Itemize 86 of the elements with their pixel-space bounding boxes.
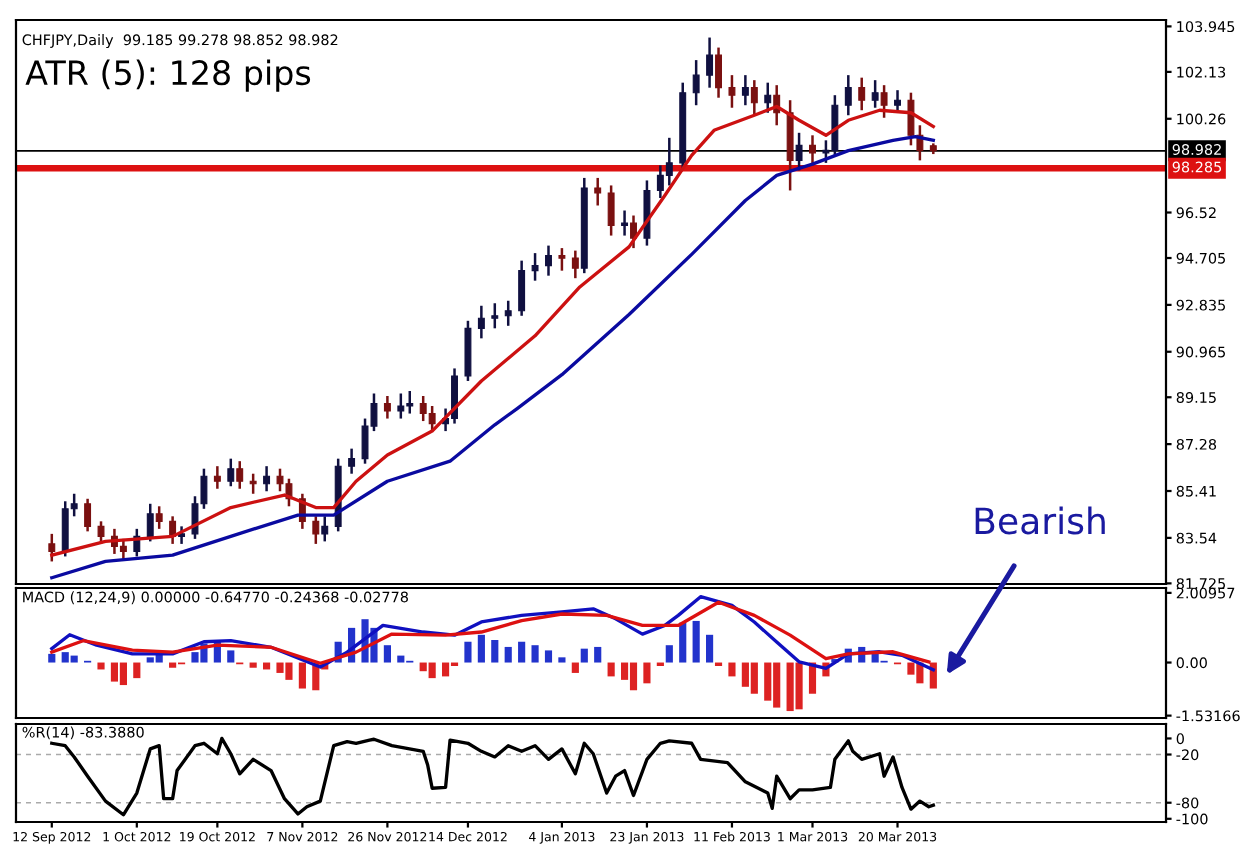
annotation: ATR (5): 128 pips — [25, 59, 311, 92]
bar — [491, 640, 499, 663]
bar — [679, 622, 687, 663]
bar — [580, 648, 588, 663]
candlestick — [518, 259, 526, 318]
candlestick — [491, 302, 499, 330]
candlestick — [397, 392, 405, 420]
bar — [227, 650, 235, 663]
bar — [477, 634, 485, 663]
candlestick — [571, 249, 579, 280]
candlestick — [715, 46, 722, 99]
bar — [558, 657, 566, 663]
candlestick — [477, 304, 485, 340]
bar — [607, 662, 615, 677]
candlestick — [97, 520, 105, 546]
bar — [518, 641, 526, 663]
candlestick — [594, 176, 602, 207]
candlestick — [741, 73, 749, 107]
bar — [383, 645, 391, 663]
bar — [629, 662, 638, 691]
bar — [764, 662, 772, 701]
bar — [48, 653, 56, 663]
bar — [706, 634, 714, 663]
bar — [692, 620, 700, 663]
candlestick — [236, 459, 244, 490]
bar — [907, 662, 915, 675]
candlestick — [146, 502, 154, 543]
bar — [728, 662, 736, 677]
candlestick — [321, 515, 329, 543]
candlestick — [348, 447, 356, 475]
candlestick — [907, 91, 915, 147]
candlestick — [795, 131, 803, 172]
candlestick — [545, 244, 552, 277]
bar — [249, 662, 257, 668]
candlestick — [48, 532, 56, 563]
bar — [298, 662, 306, 689]
bar — [665, 645, 673, 663]
bar — [594, 646, 602, 663]
candlestick — [558, 246, 566, 272]
bar — [504, 646, 512, 663]
bar — [169, 662, 177, 668]
candlestick — [894, 88, 901, 114]
candlestick — [643, 179, 651, 247]
candlestick — [607, 184, 615, 237]
candlestick — [630, 214, 637, 250]
candlestick — [858, 76, 866, 112]
candlestick — [880, 83, 888, 120]
candlestick — [504, 299, 512, 328]
candlestick — [383, 394, 391, 420]
bar — [750, 662, 758, 694]
bar — [464, 641, 472, 663]
candlestick — [728, 73, 736, 109]
candlestick — [621, 209, 629, 237]
candlestick — [706, 36, 714, 89]
bar — [531, 645, 539, 663]
candlestick — [263, 464, 271, 493]
candlestick — [213, 464, 221, 490]
bar — [795, 662, 803, 710]
bar — [544, 650, 553, 663]
bar — [397, 655, 405, 663]
candlestick — [531, 251, 539, 282]
candlestick — [786, 98, 794, 192]
candlestick — [227, 457, 235, 488]
bar — [133, 662, 141, 679]
annotation: Bearish — [975, 506, 1105, 535]
candlestick — [844, 73, 852, 117]
bar — [119, 662, 127, 686]
bar — [571, 662, 579, 673]
candlestick — [750, 78, 758, 117]
line-series — [50, 736, 935, 817]
bar — [70, 655, 78, 663]
bar — [428, 662, 436, 679]
candlestick — [764, 81, 772, 114]
bar — [441, 662, 450, 677]
candlestick — [809, 134, 816, 167]
candlestick — [84, 497, 92, 533]
candlestick — [692, 58, 700, 107]
candlestick — [312, 515, 320, 546]
candlestick — [428, 404, 436, 433]
candlestick — [464, 319, 472, 383]
candlestick — [871, 78, 879, 109]
candlestick — [665, 136, 673, 187]
bar — [110, 662, 119, 682]
bar — [643, 662, 651, 684]
candlestick — [155, 505, 163, 531]
bar — [97, 662, 105, 670]
